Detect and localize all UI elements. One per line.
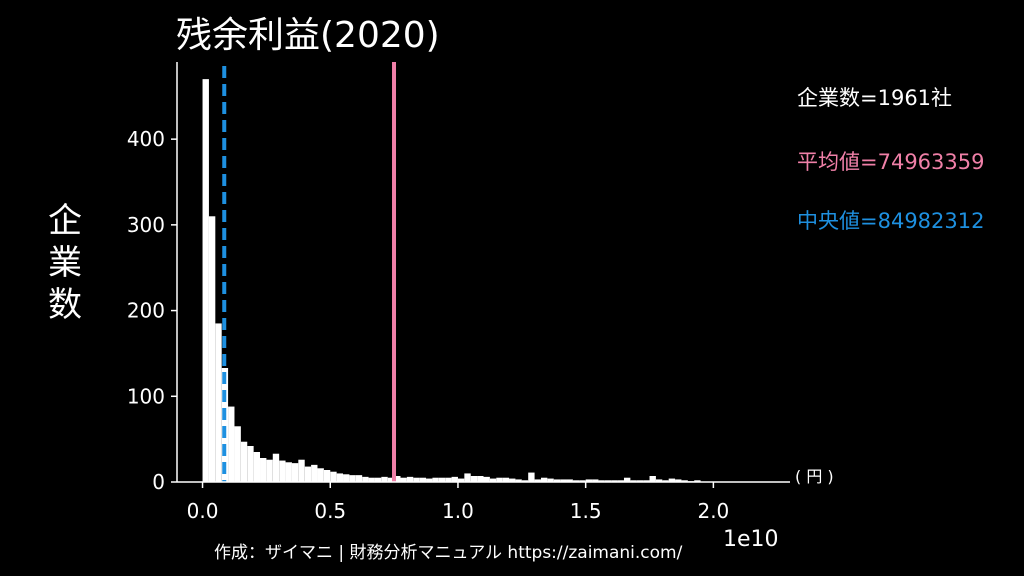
histogram-bar bbox=[655, 479, 663, 482]
histogram-bar bbox=[279, 460, 286, 482]
histogram-bar bbox=[215, 323, 222, 482]
x-axis-scale-note: 1e10 bbox=[723, 527, 779, 552]
histogram-bar bbox=[419, 477, 427, 482]
x-tick-label: 2.0 bbox=[697, 499, 729, 523]
histogram-bar bbox=[636, 480, 644, 482]
histogram-bar bbox=[489, 478, 497, 482]
histogram-bar bbox=[566, 479, 573, 482]
histogram-bar bbox=[630, 480, 637, 482]
histogram-bar bbox=[260, 458, 267, 482]
histogram-bar bbox=[323, 470, 331, 482]
histogram-bar bbox=[304, 466, 312, 482]
histogram-bar bbox=[234, 426, 241, 482]
histogram-bar bbox=[579, 480, 586, 482]
chart-title: 残余利益(2020) bbox=[176, 15, 440, 56]
histogram-bar bbox=[604, 480, 612, 482]
mean-stat: 平均値=74963359 bbox=[797, 150, 985, 174]
histogram-bar bbox=[336, 473, 344, 482]
histogram-bar bbox=[540, 477, 548, 482]
y-tick-label: 200 bbox=[127, 299, 165, 323]
histogram-bar bbox=[585, 479, 593, 482]
histogram-bar bbox=[649, 476, 656, 482]
histogram-bar bbox=[202, 79, 209, 483]
histogram-bar bbox=[349, 475, 356, 482]
histogram-bar bbox=[394, 476, 401, 482]
histogram-bar bbox=[515, 479, 522, 482]
histogram-bar bbox=[662, 480, 669, 482]
histogram-bar bbox=[445, 477, 452, 482]
histogram-bar bbox=[362, 476, 369, 482]
median-stat: 中央値=84982312 bbox=[797, 209, 985, 233]
histogram-bar bbox=[272, 453, 280, 482]
histogram-bar bbox=[509, 478, 516, 482]
histogram-bar bbox=[668, 478, 676, 482]
y-tick-label: 400 bbox=[127, 127, 165, 151]
histogram-bar bbox=[534, 479, 541, 482]
histogram-bar bbox=[451, 476, 458, 482]
x-tick-label: 0.5 bbox=[314, 499, 346, 523]
footer-credit: 作成：ザイマニ | 財務分析マニュアル https://zaimani.com/ bbox=[214, 543, 683, 563]
histogram-bar bbox=[572, 480, 580, 482]
histogram-bar bbox=[413, 477, 420, 482]
histogram-bar bbox=[438, 477, 446, 482]
histogram-bar bbox=[694, 480, 701, 482]
histogram-bar bbox=[560, 479, 567, 482]
histogram-bar bbox=[528, 472, 535, 482]
histogram-bar bbox=[208, 216, 216, 483]
histogram-bar bbox=[681, 480, 688, 482]
histogram-bar bbox=[240, 441, 248, 482]
histogram-bar bbox=[470, 476, 478, 482]
histogram-bar bbox=[317, 468, 324, 482]
histogram-bar bbox=[291, 463, 299, 482]
histogram-bar bbox=[355, 475, 363, 482]
histogram-bar bbox=[298, 459, 305, 482]
histogram-bar bbox=[374, 477, 382, 482]
histogram-bar bbox=[521, 480, 529, 482]
histogram-bar bbox=[675, 479, 682, 482]
histogram-bar bbox=[406, 476, 414, 482]
histogram-bar bbox=[553, 479, 561, 482]
histogram-bar bbox=[643, 480, 650, 482]
y-axis-label: 企 業 数 bbox=[44, 200, 86, 326]
histogram-bar bbox=[266, 459, 273, 482]
y-axis-label-char: 数 bbox=[48, 285, 82, 325]
histogram-bar bbox=[426, 478, 433, 482]
histogram-bar bbox=[330, 471, 337, 482]
histogram-bar bbox=[253, 452, 261, 482]
histogram-bar bbox=[343, 474, 350, 482]
histogram-bar bbox=[623, 477, 631, 482]
histogram-bar bbox=[247, 446, 254, 482]
count-stat: 企業数=1961社 bbox=[797, 86, 953, 110]
histogram-bar bbox=[477, 476, 484, 482]
histogram-bar bbox=[617, 480, 624, 482]
y-axis-label-char: 業 bbox=[48, 243, 82, 283]
histogram-bar bbox=[285, 462, 292, 482]
histogram-bar bbox=[592, 479, 599, 482]
histogram-bar bbox=[368, 477, 375, 482]
y-tick-label: 100 bbox=[127, 384, 165, 408]
histogram-bar bbox=[387, 477, 395, 482]
histogram-bar bbox=[598, 480, 605, 482]
histogram-bar bbox=[611, 480, 618, 482]
histogram-bar bbox=[502, 477, 510, 482]
y-tick-label: 300 bbox=[127, 213, 165, 237]
histogram-bar bbox=[221, 368, 229, 482]
histogram-bar bbox=[381, 476, 388, 482]
x-tick-label: 0.0 bbox=[187, 499, 219, 523]
histogram-bar bbox=[483, 476, 490, 482]
histogram-bar bbox=[400, 477, 407, 482]
y-axis-label-char: 企 bbox=[48, 201, 82, 241]
histogram-bar bbox=[311, 464, 318, 482]
histogram-bar bbox=[432, 477, 439, 482]
histogram-bar bbox=[228, 406, 235, 482]
histogram-bar bbox=[496, 477, 503, 482]
histogram-bar bbox=[457, 478, 465, 482]
y-tick-label: 0 bbox=[152, 470, 165, 494]
histogram-bar bbox=[464, 473, 471, 482]
x-axis-unit: ( 円 ) bbox=[795, 467, 834, 486]
x-tick-label: 1.0 bbox=[442, 499, 474, 523]
x-tick-label: 1.5 bbox=[570, 499, 602, 523]
histogram-bar bbox=[547, 478, 554, 482]
